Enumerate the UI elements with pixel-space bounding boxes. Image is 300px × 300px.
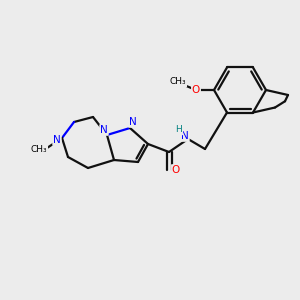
Text: O: O — [172, 165, 180, 175]
Text: N: N — [129, 117, 137, 127]
Text: N: N — [181, 131, 189, 141]
Text: O: O — [192, 85, 200, 95]
Text: N: N — [100, 125, 108, 135]
Text: CH₃: CH₃ — [31, 146, 47, 154]
Text: H: H — [176, 125, 182, 134]
Text: CH₃: CH₃ — [170, 77, 186, 86]
Text: N: N — [53, 135, 61, 145]
